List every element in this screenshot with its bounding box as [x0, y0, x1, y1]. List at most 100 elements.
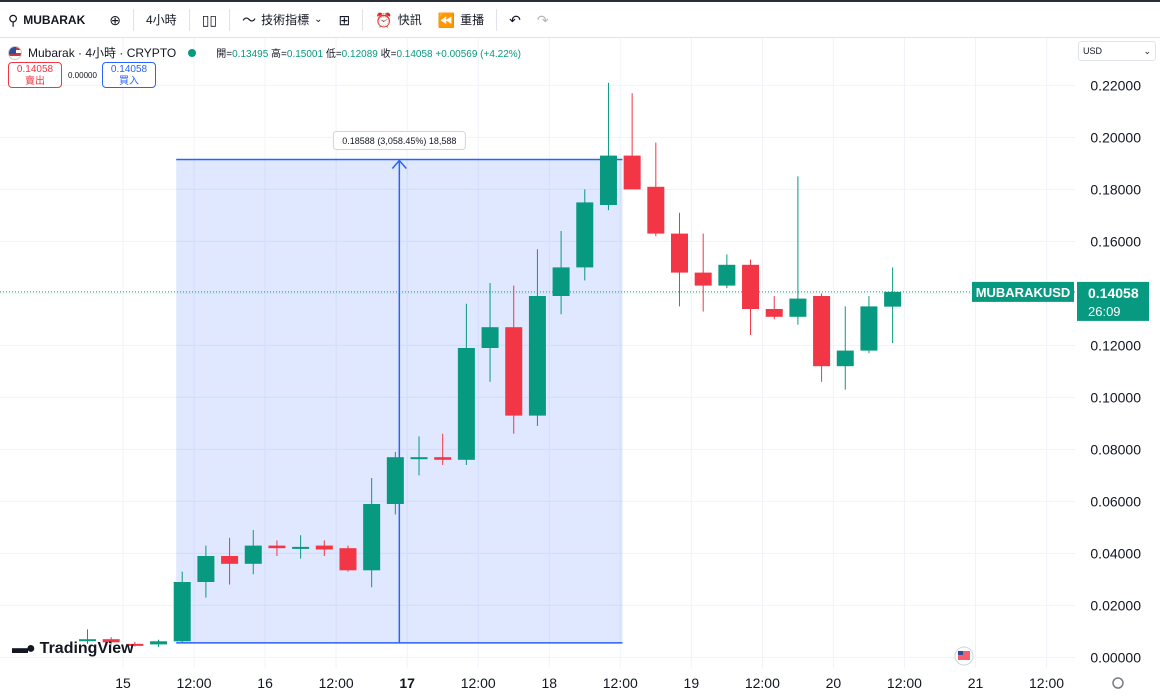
- candle-body: [268, 545, 286, 549]
- candle-body: [576, 202, 594, 268]
- candle-body: [221, 556, 239, 564]
- x-tick-label: 15: [115, 675, 131, 691]
- candle-body: [694, 272, 712, 286]
- candle-body: [434, 457, 452, 460]
- candle-body: [102, 639, 120, 643]
- candle-body: [481, 327, 499, 348]
- price-chart[interactable]: 0.18588 (3,058.45%) 18,588 0.22000 0.20000…: [0, 38, 1160, 696]
- redo-button[interactable]: ↷: [529, 2, 557, 37]
- chart-area[interactable]: 0.18588 (3,058.45%) 18,588 0.22000 0.20000…: [0, 38, 1160, 696]
- x-tick-label: 16: [257, 675, 273, 691]
- y-tick-label: 0.18000: [1090, 181, 1141, 197]
- y-tick-label: 0.12000: [1090, 337, 1141, 353]
- replay-icon: ⏪: [437, 11, 456, 28]
- candle-body: [386, 457, 404, 504]
- candle-body: [860, 306, 878, 351]
- divider: [496, 8, 498, 31]
- x-tick-label: 12:00: [887, 675, 922, 691]
- symbol-tag-label: MUBARAKUSD: [976, 285, 1071, 300]
- alert-button[interactable]: ⏰ 快訊: [367, 2, 429, 37]
- interval-button[interactable]: 4小時: [138, 2, 185, 37]
- sell-button[interactable]: 0.14058 賣出: [8, 62, 62, 88]
- market-status-dot: [188, 48, 197, 57]
- y-tick-label: 0.02000: [1090, 597, 1141, 613]
- candle-body: [197, 556, 215, 582]
- candle-body: [765, 309, 783, 317]
- candle-body: [244, 545, 262, 564]
- undo-button[interactable]: ↶: [501, 2, 529, 37]
- candle-body: [884, 291, 902, 307]
- candle-body: [789, 298, 807, 317]
- legend-title: Mubarak · 4小時 · CRYPTO: [28, 46, 177, 60]
- chevron-down-icon: ⌄: [314, 13, 323, 25]
- sell-label: 賣出: [25, 76, 45, 87]
- open-value: 0.13495: [232, 49, 269, 60]
- buy-button[interactable]: 0.14058 買入: [102, 62, 156, 88]
- undo-icon: ↶: [509, 11, 521, 28]
- candle-body: [505, 327, 523, 416]
- alarm-icon: ⏰: [375, 11, 393, 28]
- currency-label: USD: [1083, 46, 1103, 56]
- x-tick-label: 20: [826, 675, 842, 691]
- x-tick-label: 17: [399, 675, 415, 691]
- buy-price: 0.14058: [110, 64, 148, 75]
- divider: [133, 8, 134, 31]
- low-value: 0.12089: [341, 49, 378, 60]
- buy-label: 買入: [119, 76, 139, 87]
- x-tick-label: 12:00: [1029, 675, 1064, 691]
- measure-label: 0.18588 (3,058.45%) 18,588: [342, 136, 456, 146]
- candle-body: [528, 296, 546, 416]
- candle-body: [742, 264, 760, 309]
- y-tick-label: 0.16000: [1090, 233, 1141, 249]
- candle-body: [599, 155, 617, 205]
- search-icon: ⚲: [8, 11, 19, 28]
- chevron-down-icon: ⌄: [1143, 45, 1151, 56]
- high-label: 高=: [271, 49, 287, 60]
- candle-body: [552, 267, 570, 296]
- redo-icon: ↷: [536, 11, 549, 28]
- symbol-search[interactable]: ⚲ MUBARAK: [0, 2, 101, 37]
- close-label: 收=: [380, 49, 397, 60]
- measure-arrow-head: [391, 159, 407, 169]
- x-tick-label: 12:00: [603, 675, 638, 691]
- ohlc-values: 開=0.13495 高=0.15001 低=0.12089 收=0.14058 …: [216, 45, 521, 60]
- layout-grid-icon: ⊞: [338, 11, 351, 28]
- measure-label-box: [332, 131, 466, 150]
- indicators-button[interactable]: 〜 技術指標 ⌄: [234, 2, 330, 37]
- symbol-legend: Mubarak · 4小時 · CRYPTO 開=0.13495 高=0.150…: [8, 44, 521, 61]
- currency-select[interactable]: USD ⌄: [1078, 41, 1156, 61]
- event-flag-stripes: [958, 651, 970, 660]
- layout-button[interactable]: ⊞: [331, 2, 359, 37]
- candle-body: [836, 350, 854, 367]
- x-tick-label: 12:00: [319, 675, 354, 691]
- x-tick-label: 12:00: [177, 675, 212, 691]
- candle-body: [363, 504, 381, 571]
- replay-button[interactable]: ⏪ 重播: [430, 2, 492, 37]
- x-tick-label: 12:00: [461, 675, 496, 691]
- top-toolbar: ⚲ MUBARAK ⊕ 4小時 ▯▯ 〜 技術指標 ⌄ ⊞ ⏰ 快訊 ⏪ 重播 …: [0, 0, 1160, 38]
- event-flag-canton: [958, 651, 963, 655]
- candles-icon: ▯▯: [201, 11, 218, 28]
- y-tick-label: 0.00000: [1090, 649, 1141, 665]
- chart-type-button[interactable]: ▯▯: [194, 2, 225, 37]
- symbol-name: MUBARAK: [23, 12, 86, 27]
- interval-label: 4小時: [146, 13, 177, 27]
- y-tick-label: 0.04000: [1090, 545, 1141, 561]
- divider: [229, 8, 231, 31]
- x-tick-label: 18: [541, 675, 557, 691]
- spread-value: 0.00000: [68, 71, 97, 80]
- low-label: 低=: [325, 49, 342, 60]
- change-value: +0.00569 (+4.22%): [435, 49, 522, 60]
- tradingview-logo: ▬● TradingView: [12, 640, 134, 658]
- symbol-tag: [972, 281, 1074, 302]
- compare-button[interactable]: ⊕: [101, 2, 129, 37]
- candle-body: [126, 643, 144, 646]
- indicators-icon: 〜: [242, 11, 257, 28]
- candle-body: [150, 641, 168, 645]
- us-flag-icon: [8, 45, 22, 60]
- candle-body: [79, 639, 96, 642]
- y-tick-label: 0.22000: [1090, 77, 1141, 93]
- y-tick-label: 0.10000: [1090, 389, 1141, 405]
- candle-body: [671, 233, 688, 273]
- candle-body: [173, 582, 191, 642]
